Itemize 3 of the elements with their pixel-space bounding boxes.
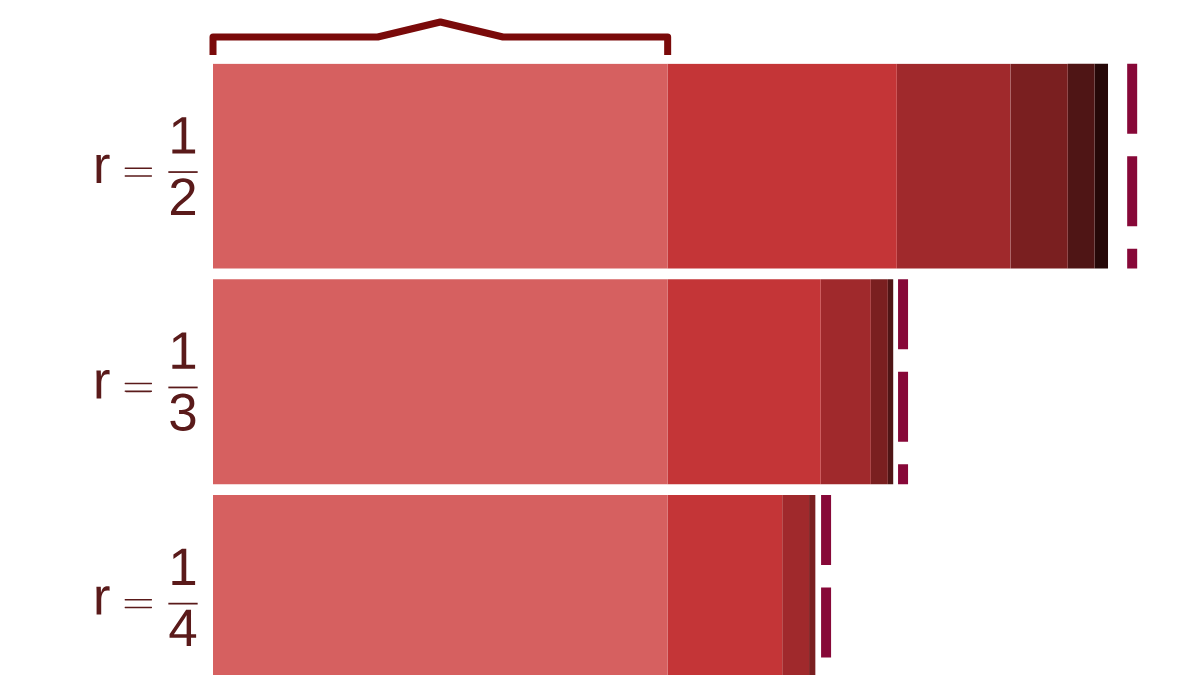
y-tick-label: $\mathrm{r = \dfrac{1}{4}}$ (96, 548, 198, 647)
y-tick-label: $\mathrm{r = \dfrac{1}{2}}$ (96, 117, 198, 215)
y-tick-label: $\mathrm{r = \dfrac{1}{3}}$ (96, 332, 198, 431)
